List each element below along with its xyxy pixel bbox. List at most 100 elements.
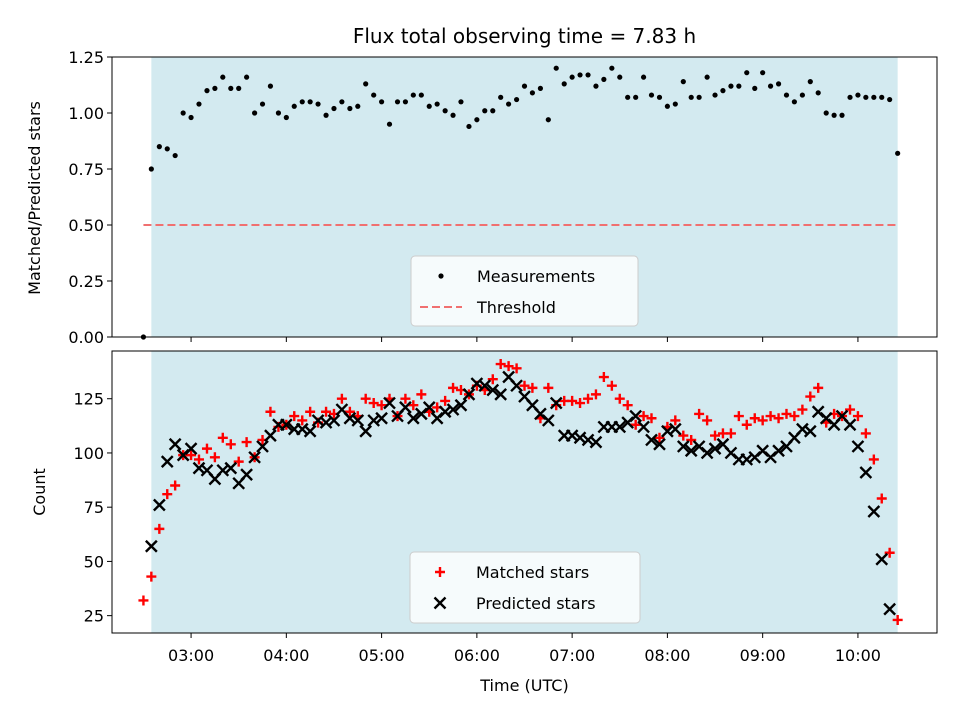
x-tick-label: 07:00	[549, 646, 595, 665]
measurement-point	[164, 146, 170, 152]
matched-star-point	[710, 430, 721, 441]
measurement-point	[291, 103, 297, 109]
matched-star-point	[503, 361, 514, 372]
matched-star-point	[614, 393, 625, 404]
measurement-point	[656, 94, 663, 100]
bottom-y-axis: 25 50 75 100 125	[73, 390, 112, 626]
legend-entry-label: Measurements	[477, 267, 595, 286]
measurement-point	[537, 85, 544, 91]
predicted-star-point	[541, 414, 555, 427]
measurement-point	[767, 83, 774, 89]
matched-star-point	[567, 395, 578, 406]
measurement-point	[244, 74, 250, 80]
measurement-point	[156, 144, 162, 150]
matched-star-point	[845, 404, 856, 415]
matched-star-point	[138, 595, 149, 606]
measurement-point	[196, 101, 202, 107]
predicted-star-point	[883, 602, 897, 616]
matched-star-point	[289, 411, 300, 422]
measurement-point	[855, 92, 861, 98]
matched-star-point	[225, 439, 236, 450]
legend-dot-swatch	[438, 273, 444, 279]
matched-star-point	[360, 393, 371, 404]
matched-star-point	[170, 480, 181, 491]
predicted-star-point	[708, 442, 722, 455]
measurement-point	[220, 74, 226, 80]
measurement-point	[275, 110, 282, 116]
predicted-star-point	[359, 424, 373, 438]
predicted-star-point	[843, 418, 857, 432]
top-y-axis-label: Matched/Predicted stars	[25, 101, 44, 295]
x-tick-label: 08:00	[644, 646, 690, 665]
matched-star-point	[217, 432, 228, 443]
x-tick-label: 10:00	[835, 646, 881, 665]
measurement-point	[752, 85, 758, 91]
matched-star-point	[678, 430, 689, 441]
measurement-point	[617, 74, 623, 80]
matched-star-point	[598, 372, 609, 383]
measurement-point	[823, 110, 829, 116]
top-y-tick-label: 1.25	[68, 48, 104, 67]
measurement-point	[204, 88, 210, 94]
measurement-point	[323, 112, 329, 118]
measurement-point	[426, 103, 432, 109]
predicted-star-point	[859, 466, 873, 479]
measurement-point	[688, 94, 694, 100]
measurement-point	[775, 81, 782, 87]
measurement-point	[712, 92, 718, 98]
predicted-star-point	[494, 388, 508, 401]
top-y-axis: 0.00 0.25 0.50 0.75 1.00 1.25	[68, 48, 112, 347]
x-tick-label: 04:00	[263, 646, 309, 665]
matched-star-point	[646, 413, 657, 424]
matched-star-point	[162, 489, 173, 500]
legend-entry-label: Predicted stars	[476, 594, 596, 613]
predicted-star-point	[248, 450, 261, 464]
x-tick-label: 06:00	[454, 646, 500, 665]
predicted-star-point	[700, 446, 714, 460]
x-tick-label: 05:00	[359, 646, 405, 665]
predicted-star-point	[303, 424, 317, 438]
measurement-point	[791, 99, 797, 105]
matched-star-point	[527, 382, 538, 393]
matched-star-point	[733, 411, 744, 422]
predicted-star-point	[454, 398, 468, 412]
matched-star-point	[297, 415, 308, 426]
measurement-point	[259, 101, 266, 107]
predicted-star-point	[406, 411, 420, 425]
bottom-plot-frame	[111, 350, 938, 634]
measurement-point	[386, 121, 393, 127]
matched-star-point	[241, 437, 252, 448]
matched-star-point	[670, 415, 681, 426]
matched-star-point	[583, 393, 594, 404]
measurement-point	[601, 76, 607, 82]
measurement-point	[760, 70, 766, 76]
predicted-star-point	[351, 414, 365, 427]
measurement-point	[783, 92, 790, 98]
chart-title: Flux total observing time = 7.83 h	[353, 24, 696, 48]
measurement-point	[228, 85, 234, 91]
predicted-star-point	[184, 442, 198, 455]
top-y-tick-label: 0.50	[68, 216, 104, 235]
measurement-point	[474, 117, 480, 123]
measurement-point	[545, 117, 551, 123]
measurement-point	[815, 90, 821, 96]
measurement-point	[569, 74, 575, 80]
matched-star-point	[440, 395, 451, 406]
measurement-point	[307, 99, 313, 105]
matched-star-point	[376, 400, 387, 411]
matched-star-point	[725, 428, 736, 439]
matched-star-point	[495, 359, 506, 370]
matched-star-point	[694, 408, 705, 419]
matched-star-point	[638, 411, 649, 422]
predicted-star-point	[224, 461, 238, 475]
matched-star-point	[876, 493, 887, 504]
bottom-y-tick-label: 100	[73, 444, 104, 463]
measurement-point	[482, 108, 488, 114]
measurement-point	[696, 94, 702, 100]
measurement-point	[252, 110, 258, 116]
matched-star-point	[892, 614, 903, 625]
matched-star-point	[749, 413, 760, 424]
measurement-point	[212, 85, 218, 91]
predicted-star-point	[875, 552, 889, 566]
